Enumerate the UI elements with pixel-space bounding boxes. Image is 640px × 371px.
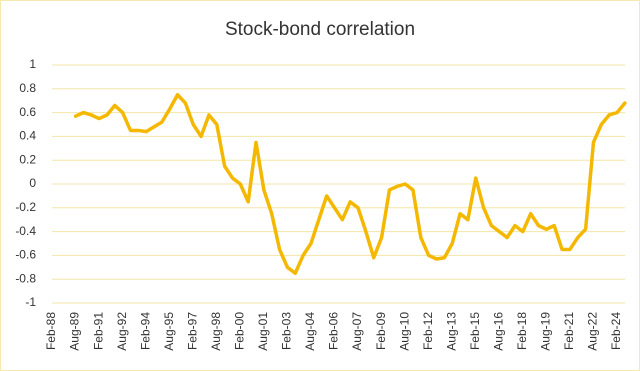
- y-tick-label: 1: [29, 57, 36, 71]
- x-tick-label: Feb-00: [233, 312, 247, 350]
- x-tick-label: Aug-98: [209, 312, 223, 351]
- x-tick-label: Feb-97: [185, 312, 199, 350]
- x-tick-label: Feb-24: [609, 312, 623, 350]
- x-tick-label: Feb-09: [374, 312, 388, 350]
- y-tick-label: -0.6: [15, 248, 36, 262]
- y-tick-label: -1: [25, 295, 36, 309]
- y-tick-label: -0.4: [15, 224, 36, 238]
- y-tick-label: -0.2: [15, 200, 36, 214]
- chart-title: Stock-bond correlation: [225, 19, 415, 40]
- x-tick-label: Feb-06: [327, 312, 341, 350]
- x-tick-label: Feb-91: [91, 312, 105, 350]
- x-tick-label: Aug-89: [68, 312, 82, 351]
- x-tick-label: Aug-19: [539, 312, 553, 351]
- x-tick-label: Feb-88: [44, 312, 58, 350]
- x-tick-label: Aug-95: [162, 312, 176, 351]
- y-tick-label: 0.4: [19, 129, 36, 143]
- y-tick-label: 0: [29, 176, 36, 190]
- y-tick-label: 0.6: [19, 105, 36, 119]
- x-tick-label: Feb-03: [280, 312, 294, 350]
- x-tick-label: Feb-18: [515, 312, 529, 350]
- x-tick-label: Aug-92: [115, 312, 129, 351]
- x-tick-label: Feb-12: [421, 312, 435, 350]
- x-tick-label: Aug-22: [586, 312, 600, 351]
- x-tick-label: Aug-10: [397, 312, 411, 351]
- x-tick-label: Feb-94: [138, 312, 152, 350]
- x-tick-label: Aug-04: [303, 312, 317, 351]
- x-tick-label: Aug-07: [350, 312, 364, 351]
- x-tick-label: Aug-16: [491, 312, 505, 351]
- series-line: [73, 93, 627, 275]
- y-tick-label: -0.8: [15, 271, 36, 285]
- x-tick-label: Feb-21: [562, 312, 576, 350]
- y-tick-label: 0.8: [19, 81, 36, 95]
- x-tick-label: Aug-13: [444, 312, 458, 351]
- x-tick-label: Aug-01: [256, 312, 270, 351]
- x-tick-label: Feb-15: [468, 312, 482, 350]
- y-tick-label: 0.2: [19, 152, 36, 166]
